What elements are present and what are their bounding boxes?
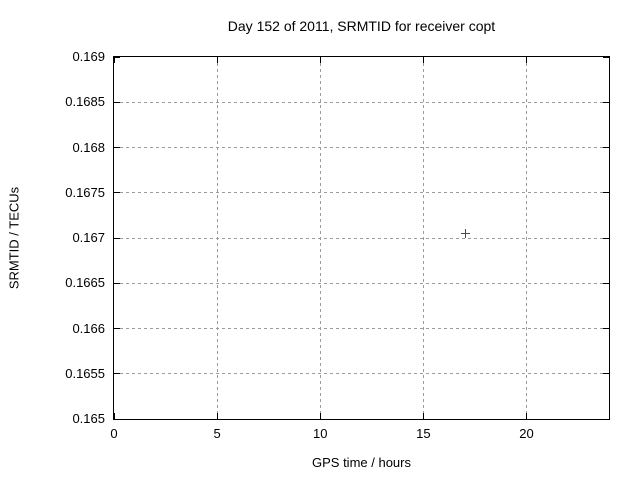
y-tick-mark-left [114, 418, 120, 420]
y-axis-label: SRMTID / TECUs [6, 186, 22, 290]
x-tick-label: 20 [519, 426, 534, 441]
x-axis-label: GPS time / hours [312, 455, 411, 470]
y-tick-mark-right [603, 101, 609, 103]
x-tick-mark-top [422, 57, 424, 63]
y-gridline [114, 101, 609, 103]
x-tick-label: 15 [416, 426, 431, 441]
y-tick-mark-right [603, 373, 609, 375]
y-tick-mark-right [603, 147, 609, 148]
y-tick-mark-left [114, 373, 120, 375]
data-point-marker [460, 229, 470, 239]
x-tick-mark-bottom [319, 413, 321, 419]
y-tick-mark-left [114, 147, 120, 148]
y-tick-label: 0.167 [72, 230, 105, 245]
x-tick-mark-bottom [113, 413, 115, 419]
x-gridline [216, 57, 218, 419]
y-tick-mark-right [603, 282, 609, 284]
y-tick-label: 0.1665 [65, 275, 105, 291]
y-tick-mark-right [603, 328, 609, 329]
x-gridline [422, 57, 424, 419]
y-tick-mark-left [114, 192, 120, 194]
x-tick-mark-top [216, 57, 218, 63]
y-tick-label: 0.1655 [65, 365, 105, 381]
x-tick-mark-top [526, 57, 527, 63]
y-tick-label: 0.165 [72, 411, 105, 426]
x-tick-mark-top [113, 57, 115, 63]
x-tick-label: 0 [110, 426, 118, 441]
y-tick-mark-left [114, 237, 120, 239]
y-gridline [114, 282, 609, 284]
x-tick-mark-top [319, 57, 321, 63]
marker-plus-vbar [464, 229, 466, 239]
y-tick-label: 0.166 [72, 320, 105, 336]
chart-title: Day 152 of 2011, SRMTID for receiver cop… [227, 18, 496, 34]
plot-area [113, 56, 610, 420]
x-tick-mark-bottom [422, 413, 424, 419]
y-tick-mark-left [114, 101, 120, 103]
x-tick-label: 10 [313, 426, 328, 441]
y-tick-mark-left [114, 328, 120, 329]
x-tick-mark-bottom [216, 413, 218, 419]
x-tick-label: 5 [213, 426, 221, 441]
y-tick-mark-right [603, 56, 609, 58]
y-tick-mark-left [114, 56, 120, 58]
y-tick-label: 0.1675 [65, 184, 105, 200]
y-gridline [114, 328, 609, 329]
y-tick-mark-right [603, 192, 609, 194]
y-gridline [114, 237, 609, 239]
y-tick-mark-right [603, 237, 609, 239]
x-gridline [526, 57, 527, 419]
y-gridline [114, 373, 609, 375]
y-tick-label: 0.168 [72, 139, 105, 155]
y-tick-label: 0.1685 [65, 94, 105, 110]
y-tick-mark-right [603, 418, 609, 420]
y-gridline [114, 192, 609, 194]
y-tick-label: 0.169 [72, 49, 105, 64]
y-gridline [114, 147, 609, 148]
x-tick-mark-bottom [526, 413, 527, 419]
x-gridline [319, 57, 321, 419]
y-tick-mark-left [114, 282, 120, 284]
